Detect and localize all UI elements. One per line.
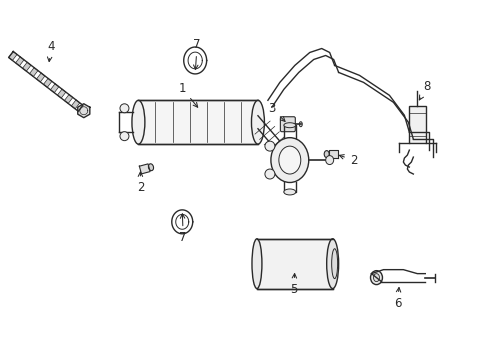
Ellipse shape xyxy=(278,146,300,174)
Polygon shape xyxy=(328,150,337,158)
Polygon shape xyxy=(139,164,150,174)
Text: 7: 7 xyxy=(179,214,186,244)
Polygon shape xyxy=(37,73,45,82)
Text: 1: 1 xyxy=(178,82,197,107)
Text: 3: 3 xyxy=(267,102,285,121)
Ellipse shape xyxy=(326,239,338,289)
Ellipse shape xyxy=(331,249,337,279)
Polygon shape xyxy=(50,84,59,93)
Ellipse shape xyxy=(251,239,262,289)
Ellipse shape xyxy=(264,141,274,151)
Bar xyxy=(408,106,425,143)
Ellipse shape xyxy=(283,189,295,195)
Text: 8: 8 xyxy=(419,80,430,100)
Polygon shape xyxy=(57,89,66,98)
Ellipse shape xyxy=(270,138,308,183)
Ellipse shape xyxy=(325,156,333,165)
FancyBboxPatch shape xyxy=(280,117,295,132)
Text: 6: 6 xyxy=(393,288,400,310)
Bar xyxy=(256,239,332,289)
Text: 5: 5 xyxy=(289,274,297,296)
Polygon shape xyxy=(9,51,17,60)
Polygon shape xyxy=(29,68,38,77)
Ellipse shape xyxy=(120,132,129,141)
Ellipse shape xyxy=(264,169,274,179)
Ellipse shape xyxy=(148,164,153,171)
Ellipse shape xyxy=(283,123,295,128)
Bar xyxy=(138,100,258,144)
Polygon shape xyxy=(22,62,31,71)
Polygon shape xyxy=(78,104,90,118)
Ellipse shape xyxy=(324,150,328,158)
Text: 7: 7 xyxy=(193,38,201,69)
Text: 2: 2 xyxy=(339,154,357,167)
Text: 4: 4 xyxy=(47,40,54,62)
Polygon shape xyxy=(71,100,80,109)
Ellipse shape xyxy=(251,100,264,144)
Text: 2: 2 xyxy=(136,172,144,194)
Ellipse shape xyxy=(132,100,144,144)
Polygon shape xyxy=(43,78,52,87)
Ellipse shape xyxy=(373,274,379,282)
Polygon shape xyxy=(64,95,73,103)
Ellipse shape xyxy=(299,122,302,127)
Ellipse shape xyxy=(120,104,129,113)
Polygon shape xyxy=(16,57,24,66)
Ellipse shape xyxy=(370,271,382,285)
